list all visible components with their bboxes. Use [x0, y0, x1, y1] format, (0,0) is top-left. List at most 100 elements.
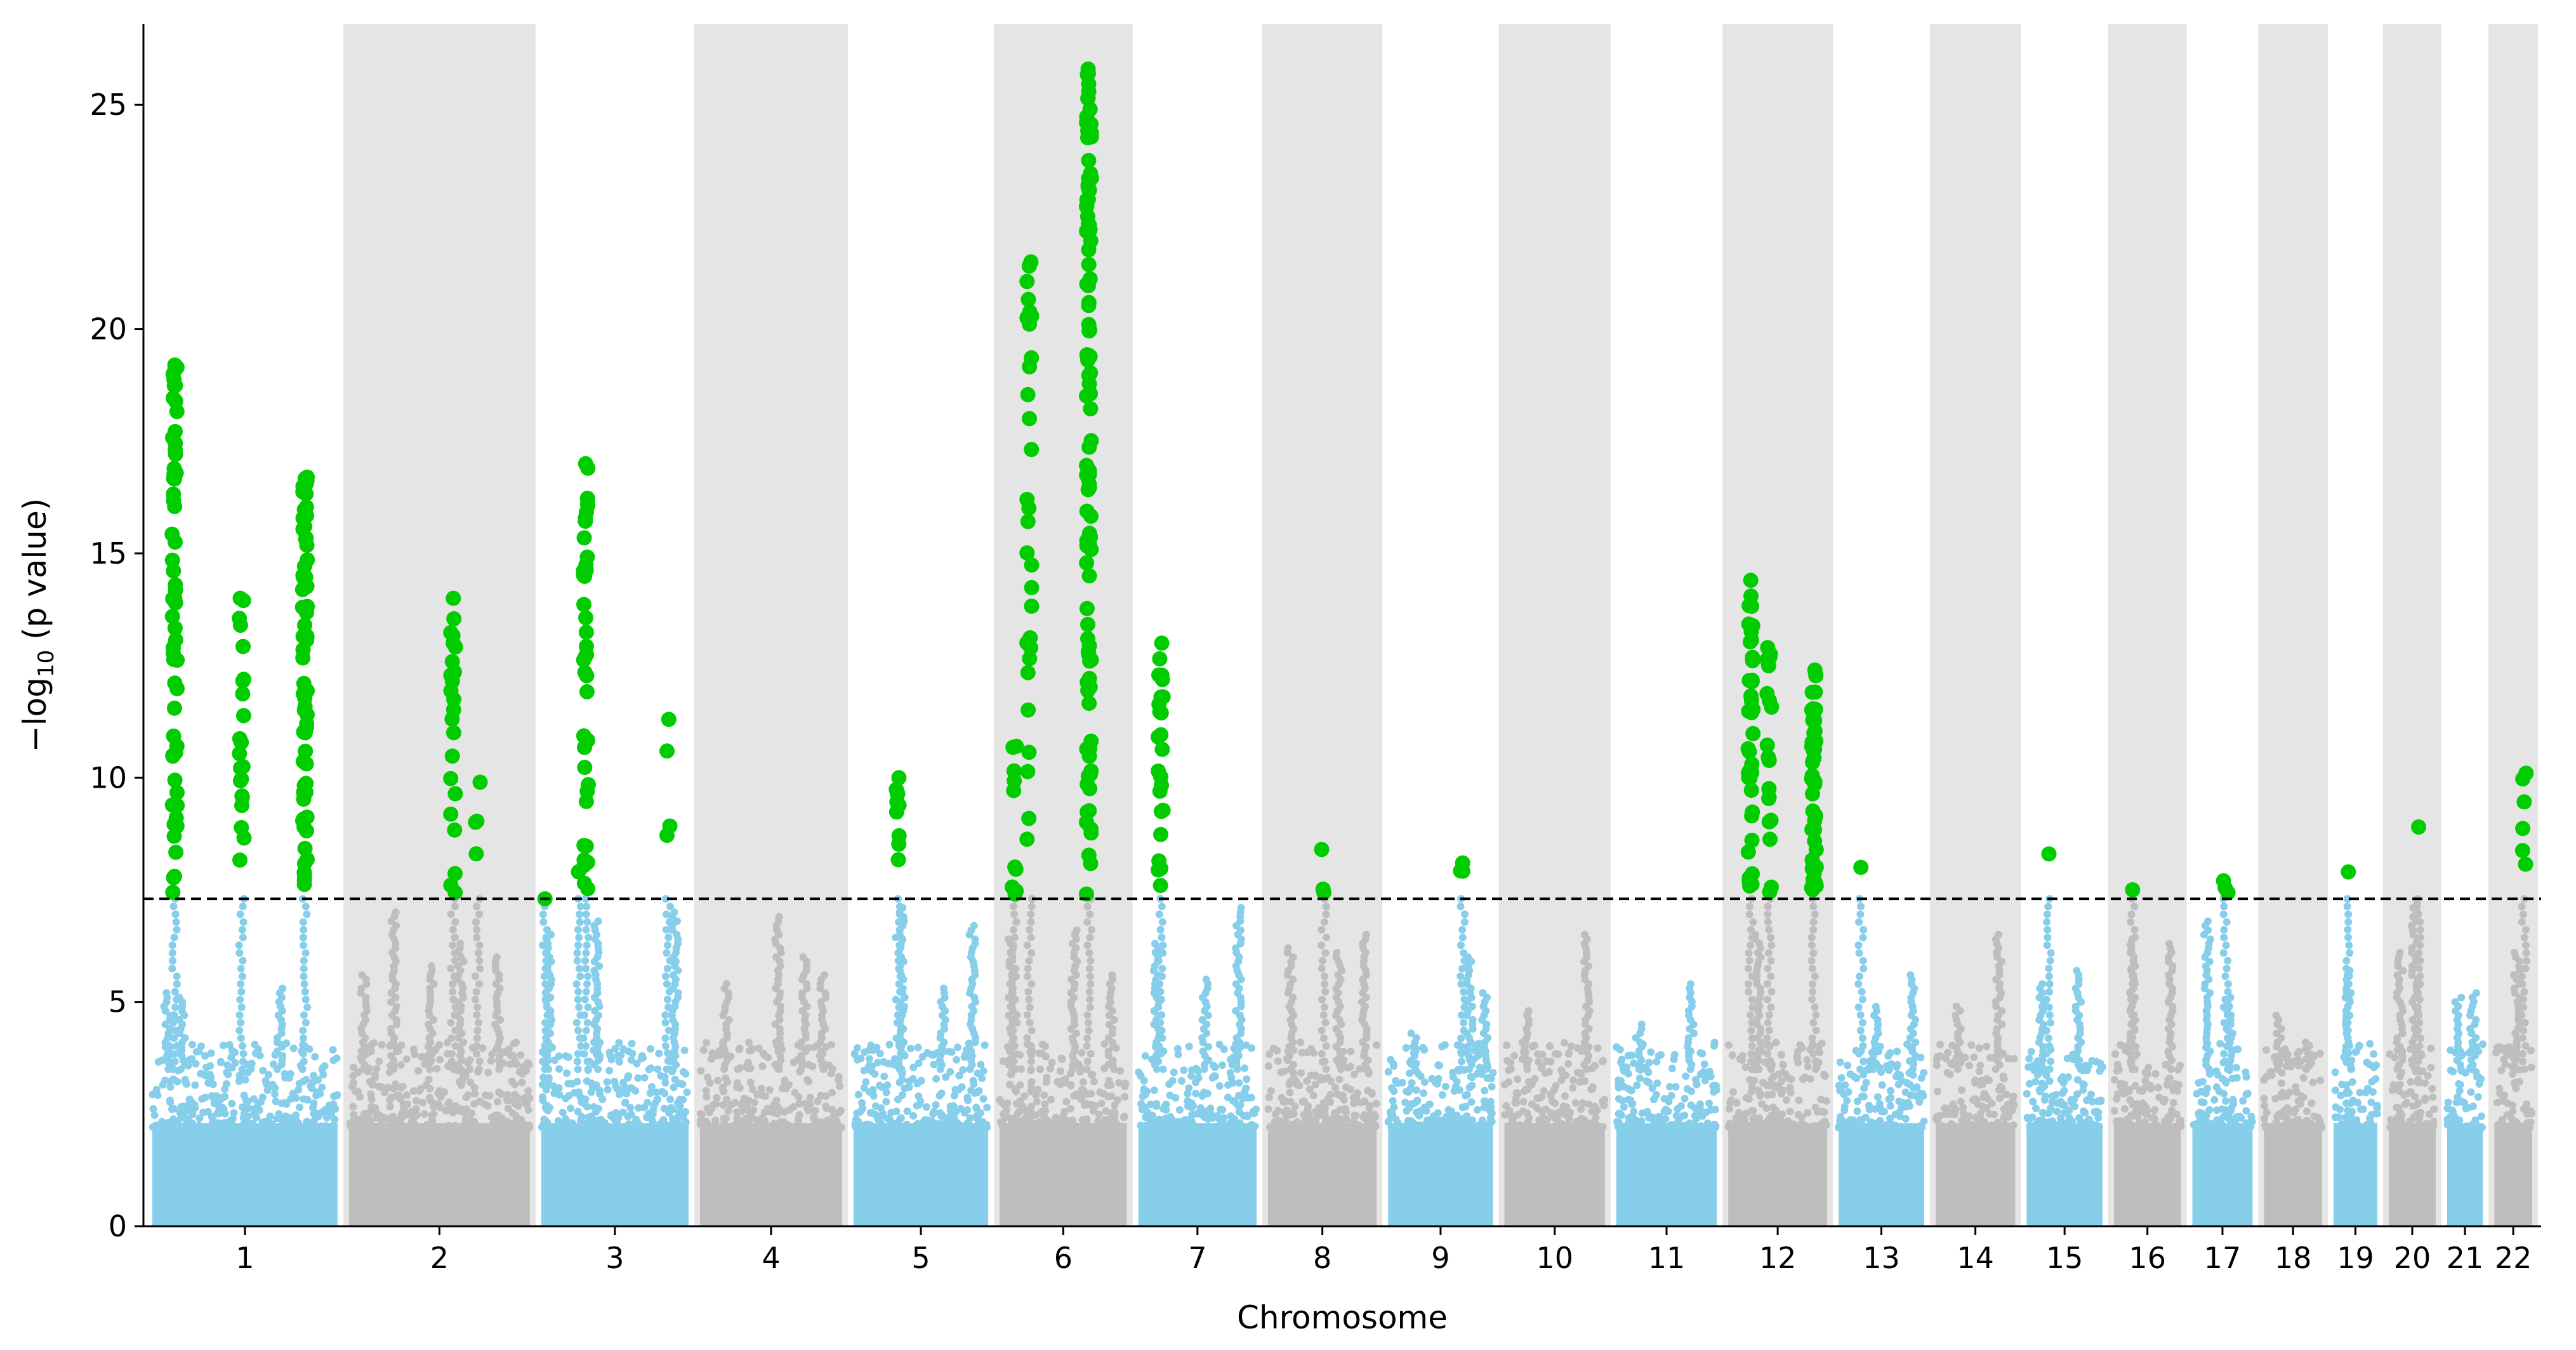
background-point: [1174, 1050, 1182, 1059]
chromosome-bands: [343, 24, 2538, 1226]
background-point: [2202, 1118, 2210, 1126]
background-point: [312, 1092, 320, 1100]
background-point: [1036, 1065, 1044, 1073]
background-point: [1390, 1062, 1397, 1070]
background-point: [2260, 1076, 2268, 1084]
background-point: [1064, 1117, 1073, 1125]
background-point: [1503, 1057, 1512, 1065]
background-point: [427, 1097, 435, 1105]
background-point: [1487, 1097, 1495, 1106]
background-mass-chr4: [699, 1123, 842, 1226]
background-mass-chr6: [1000, 1123, 1127, 1226]
background-point: [996, 1095, 1004, 1104]
background-point: [448, 1104, 456, 1113]
background-point: [499, 1122, 508, 1130]
background-point: [1170, 1068, 1178, 1076]
background-point: [1091, 1102, 1099, 1110]
background-point: [1479, 1123, 1487, 1132]
background-point: [294, 1086, 303, 1094]
background-point: [1011, 1122, 1019, 1130]
background-point: [856, 1108, 864, 1116]
background-point: [2004, 1054, 2012, 1062]
background-point: [484, 1068, 492, 1076]
background-point: [661, 1073, 669, 1081]
background-point: [1096, 1088, 1104, 1096]
background-point: [1840, 1102, 1849, 1111]
background-point: [395, 1091, 403, 1099]
background-point: [669, 1105, 677, 1113]
background-point: [149, 1105, 157, 1113]
background-point: [2142, 1110, 2150, 1118]
background-point: [1786, 1108, 1794, 1116]
background-point: [1804, 1062, 1812, 1071]
background-point: [378, 1041, 386, 1049]
background-point: [937, 1089, 946, 1097]
background-point: [2417, 1122, 2426, 1130]
background-point: [1371, 1122, 1380, 1130]
background-point: [1338, 1091, 1347, 1099]
background-point: [2287, 1062, 2295, 1071]
background-point: [1891, 1123, 1899, 1131]
background-point: [2511, 1079, 2519, 1087]
background-point: [1408, 1079, 1416, 1087]
background-point: [2132, 1100, 2140, 1108]
background-point: [1979, 1102, 1987, 1111]
background-point: [1933, 1053, 1941, 1061]
shaded-band-chr10: [1498, 24, 1611, 1226]
background-point: [2387, 1116, 2395, 1124]
background-point: [2261, 1102, 2269, 1110]
background-point: [2285, 1089, 2294, 1097]
background-point: [1048, 1122, 1056, 1130]
background-point: [2119, 1084, 2127, 1092]
background-peak-point: [279, 984, 287, 993]
background-point: [285, 1074, 293, 1082]
background-point: [1137, 1122, 1145, 1129]
background-point: [904, 1123, 913, 1131]
background-point: [1900, 1123, 1908, 1132]
background-point: [1692, 1115, 1700, 1123]
background-point: [1820, 1108, 1828, 1116]
background-peak-point: [1407, 1029, 1415, 1038]
background-point: [660, 1104, 668, 1113]
background-point: [753, 1090, 762, 1099]
background-point: [2004, 1101, 2012, 1109]
background-point: [371, 1123, 380, 1132]
background-point: [2331, 1113, 2339, 1122]
background-point: [675, 1109, 684, 1116]
background-point: [598, 1095, 607, 1103]
background-point: [1057, 1067, 1065, 1075]
background-point: [2242, 1073, 2250, 1081]
background-point: [649, 1110, 657, 1118]
background-point: [1806, 1123, 1813, 1131]
background-point: [769, 1102, 777, 1109]
background-point: [188, 1110, 197, 1118]
background-point: [2398, 1111, 2406, 1119]
background-point: [1020, 1092, 1029, 1100]
background-point: [413, 1097, 420, 1105]
background-point: [1985, 1123, 1993, 1132]
background-point: [2151, 1106, 2159, 1114]
background-point: [1764, 1122, 1773, 1130]
background-point: [466, 1065, 474, 1073]
background-point: [1035, 1049, 1043, 1057]
background-point: [2191, 1123, 2200, 1132]
background-point: [1666, 1083, 1674, 1091]
background-point: [917, 1076, 925, 1085]
shaded-band-chr2: [343, 24, 536, 1226]
background-point: [1619, 1123, 1627, 1132]
background-point: [1153, 1100, 1161, 1108]
background-point: [2229, 1095, 2237, 1104]
background-point: [1264, 1062, 1272, 1070]
background-point: [1087, 1090, 1095, 1097]
background-point: [2370, 1063, 2378, 1071]
background-point: [1943, 1068, 1952, 1076]
background-point: [311, 1053, 319, 1061]
background-point: [1121, 1082, 1129, 1090]
background-point: [2113, 1067, 2121, 1075]
background-point: [722, 1115, 730, 1123]
background-point: [1056, 1080, 1064, 1089]
background-point: [2454, 1098, 2461, 1106]
background-point: [655, 1049, 663, 1057]
background-peak-chr1: [273, 984, 287, 1073]
background-point: [1975, 1044, 1983, 1052]
